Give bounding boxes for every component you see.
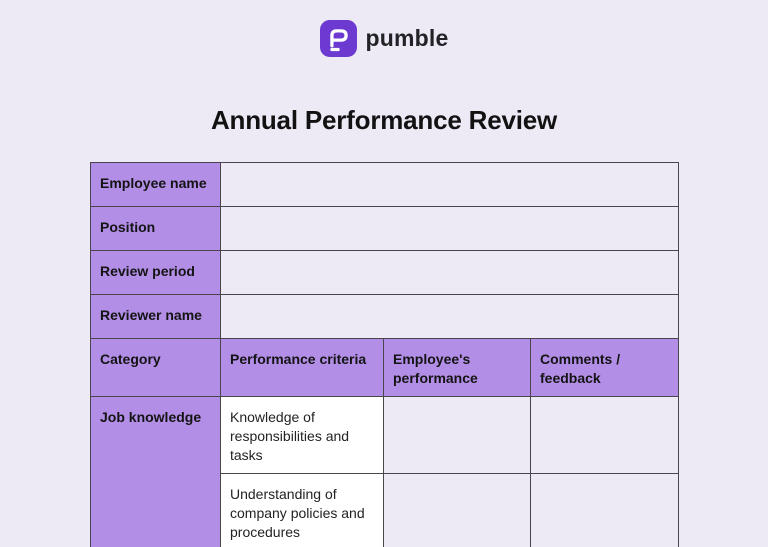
performance-review-table: Employee name Position Review period Rev…: [90, 162, 680, 547]
employee-name-field: [219, 162, 680, 207]
table-row: Job knowledge Knowledge of responsibilit…: [90, 396, 680, 547]
position-label: Position: [90, 206, 221, 251]
performance-field: [383, 473, 531, 547]
comments-field: [529, 396, 680, 474]
column-header-performance: Employee's performance: [383, 338, 531, 397]
table-row: Understanding of company policies and pr…: [91, 473, 680, 547]
column-header-comments: Comments / feedback: [529, 338, 680, 397]
table-row: Review period: [90, 250, 680, 295]
position-field: [219, 206, 680, 251]
category-job-knowledge: Job knowledge: [90, 396, 221, 547]
review-period-label: Review period: [90, 250, 221, 295]
reviewer-name-label: Reviewer name: [90, 294, 221, 339]
pumble-logo-icon: [319, 20, 357, 57]
column-header-criteria: Performance criteria: [220, 338, 384, 397]
criteria-text: Knowledge of responsibilities and tasks: [220, 396, 384, 474]
comments-field: [529, 473, 680, 547]
page-title: Annual Performance Review: [210, 105, 558, 135]
pumble-wordmark: pumble: [365, 25, 449, 51]
table-row: Position: [90, 206, 680, 251]
pumble-logo: pumble: [0, 0, 768, 57]
table-header-row: Category Performance criteria Employee's…: [90, 338, 680, 397]
table-row: Employee name: [90, 162, 680, 207]
review-period-field: [219, 250, 680, 295]
column-header-category: Category: [90, 338, 221, 397]
criteria-text: Understanding of company policies and pr…: [220, 473, 384, 547]
table-row: Reviewer name: [90, 294, 680, 339]
performance-field: [383, 396, 531, 474]
employee-name-label: Employee name: [90, 162, 221, 207]
reviewer-name-field: [219, 294, 680, 339]
